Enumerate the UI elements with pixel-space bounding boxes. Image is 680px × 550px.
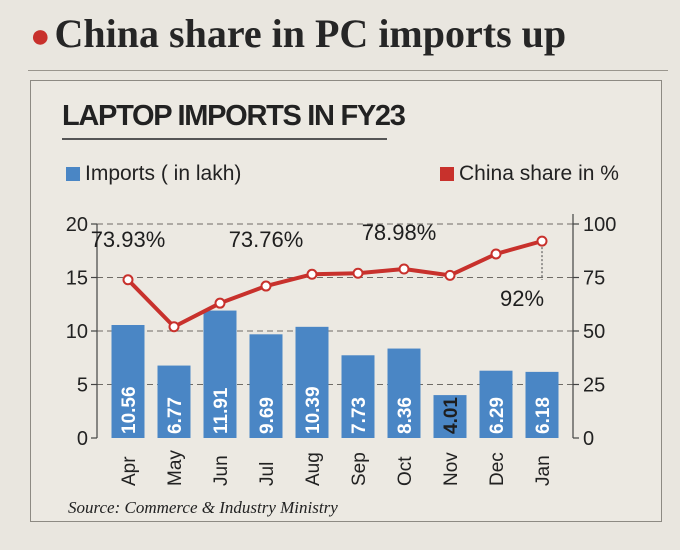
china-share-point [352, 267, 364, 279]
annotation-label: 73.93% [91, 227, 166, 252]
category-label: Jan [533, 455, 554, 486]
left-axis-tick-label: 20 [66, 214, 88, 236]
bar [295, 326, 329, 438]
category-label: Oct [395, 456, 416, 486]
bar-value-label: 6.18 [533, 397, 554, 434]
right-axis-tick-label: 75 [583, 268, 605, 290]
headline-text: China share in PC imports up [54, 11, 567, 56]
category-label: Jun [211, 455, 232, 486]
china-share-point [536, 235, 548, 247]
category-label: May [165, 450, 186, 486]
annotation-label: 92% [500, 286, 544, 311]
left-axis-tick-label: 10 [66, 321, 88, 343]
bar [203, 310, 237, 438]
annotation-label: 78.98% [362, 220, 437, 245]
bar [387, 348, 421, 438]
right-axis-tick-label: 100 [583, 214, 616, 236]
bar [157, 365, 191, 438]
chart-title-underline [62, 138, 387, 140]
china-share-point [214, 297, 226, 309]
right-axis-tick-label: 0 [583, 428, 594, 450]
category-label: Aug [303, 452, 324, 486]
right-axis-tick-label: 25 [583, 375, 605, 397]
category-label: Dec [487, 452, 508, 486]
bar-value-label: 11.91 [211, 387, 232, 434]
bar [249, 334, 283, 438]
left-axis-tick-label: 0 [77, 428, 88, 450]
bar-value-label: 7.73 [349, 397, 370, 434]
china-share-point [168, 321, 180, 333]
bar-value-label: 4.01 [441, 397, 462, 434]
left-axis-tick-label: 15 [66, 268, 88, 290]
bar [525, 371, 559, 438]
headline-rule [28, 70, 668, 71]
china-share-point [398, 263, 410, 275]
category-label: Sep [349, 452, 370, 486]
legend-label-china-share: China share in % [459, 162, 619, 185]
chart-title: LAPTOP IMPORTS IN FY23 [62, 100, 406, 132]
category-label: Apr [119, 456, 140, 486]
category-label: Jul [257, 462, 278, 486]
bar-value-label: 6.29 [487, 397, 508, 434]
legend-swatch-china-share [440, 167, 454, 181]
bar [479, 370, 513, 438]
category-label: Nov [441, 452, 462, 486]
china-share-point [444, 269, 456, 281]
bar-value-label: 10.39 [303, 386, 324, 434]
bar-value-label: 10.56 [119, 386, 140, 434]
china-share-point [260, 280, 272, 292]
bar [111, 325, 145, 438]
bar [341, 355, 375, 438]
china-share-point [306, 268, 318, 280]
china-share-point [122, 274, 134, 286]
bar [433, 395, 467, 438]
legend-label-imports: Imports ( in lakh) [85, 162, 242, 185]
bullet-dot-icon: ● [30, 18, 51, 55]
china-share-point [490, 248, 502, 260]
right-axis-tick-label: 50 [583, 321, 605, 343]
headline: ● China share in PC imports up [30, 10, 566, 57]
annotation-label: 73.76% [229, 227, 304, 252]
left-axis-tick-label: 5 [77, 375, 88, 397]
bar-value-label: 9.69 [257, 397, 278, 434]
bar-value-label: 8.36 [395, 397, 416, 434]
legend-china-share: China share in % [440, 162, 619, 186]
legend-swatch-imports [66, 167, 80, 181]
china-share-line [126, 239, 543, 329]
legend-imports: Imports ( in lakh) [66, 162, 241, 186]
bar-value-label: 6.77 [165, 397, 186, 434]
source-note: Source: Commerce & Industry Ministry [68, 498, 338, 517]
chart-box [30, 80, 662, 522]
